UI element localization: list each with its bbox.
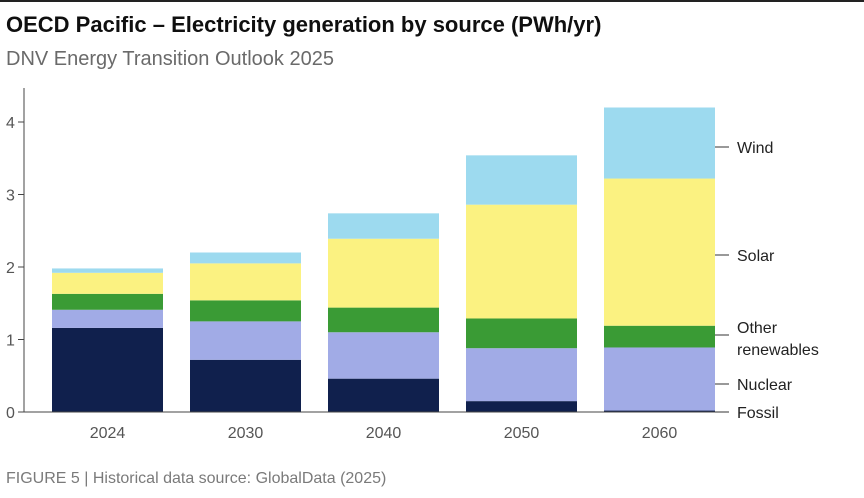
y-tick-label: 0 (6, 405, 15, 422)
bar-segment-fossil (328, 378, 439, 412)
bar-segment-fossil (190, 359, 301, 412)
y-tick-label: 4 (6, 115, 15, 132)
bar-segment-nuclear (52, 309, 163, 328)
legend-label-solar: Solar (737, 248, 775, 265)
y-tick-label: 2 (6, 260, 15, 277)
bar-segment-solar (604, 178, 715, 326)
bar-segment-other-renewables (52, 293, 163, 310)
bar-segment-wind (328, 213, 439, 239)
bar-segment-wind (604, 107, 715, 179)
x-tick-label: 2040 (366, 425, 402, 442)
legend-label-line: Other (737, 320, 778, 337)
legend-label-line: renewables (737, 342, 819, 359)
legend-label-wind: Wind (737, 140, 773, 157)
bar-segment-solar (466, 204, 577, 319)
x-tick-label: 2060 (642, 425, 678, 442)
bar-segment-wind (52, 268, 163, 273)
legend-label-fossil: Fossil (737, 405, 779, 422)
bar-segment-fossil (466, 401, 577, 412)
bar-segment-fossil (52, 327, 163, 412)
bar-segment-solar (190, 263, 301, 301)
bar-segment-other-renewables (328, 307, 439, 333)
top-rule (0, 0, 864, 2)
bar-segment-wind (190, 252, 301, 264)
legend-label-nuclear: Nuclear (737, 377, 793, 394)
bar-segment-solar (52, 272, 163, 294)
legend-label-other-renewables: Other renewables (737, 320, 819, 359)
y-tick-label: 1 (6, 333, 15, 350)
figure-caption: FIGURE 5 | Historical data source: Globa… (6, 470, 387, 487)
x-tick-label: 2024 (90, 425, 126, 442)
chart-subtitle: DNV Energy Transition Outlook 2025 (6, 48, 334, 70)
bar-segment-other-renewables (604, 325, 715, 348)
bar-segment-fossil (604, 410, 715, 412)
y-tick-label: 3 (6, 188, 15, 205)
bar-segment-nuclear (190, 321, 301, 360)
bar-segment-solar (328, 238, 439, 308)
chart-title: OECD Pacific – Electricity generation by… (6, 12, 602, 37)
x-tick-label: 2030 (228, 425, 264, 442)
bar-segment-nuclear (328, 332, 439, 379)
bar-segment-wind (466, 155, 577, 205)
bar-segment-nuclear (466, 348, 577, 402)
x-tick-label: 2050 (504, 425, 540, 442)
bar-segment-other-renewables (466, 318, 577, 349)
bar-segment-nuclear (604, 347, 715, 411)
bar-segment-other-renewables (190, 300, 301, 322)
